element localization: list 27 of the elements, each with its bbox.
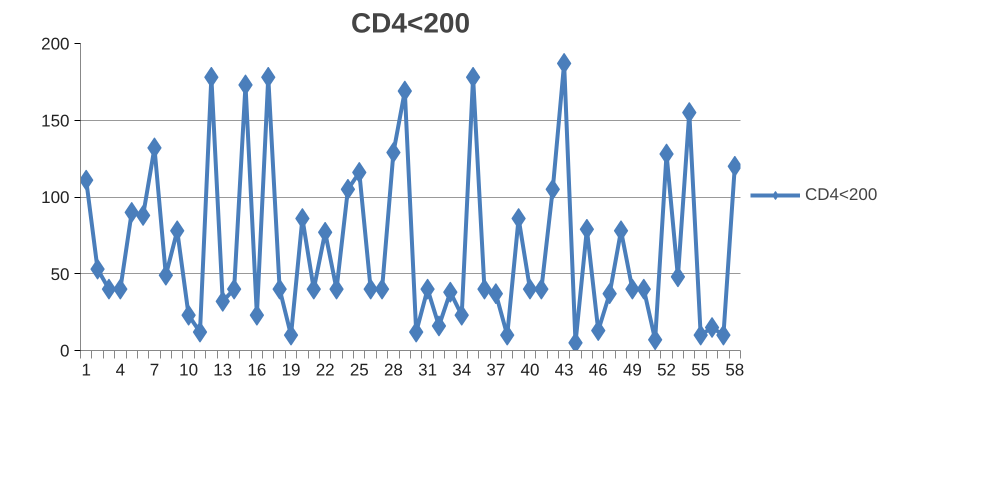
x-tick-label: 31 <box>418 360 438 380</box>
x-tick-label: 34 <box>452 360 472 380</box>
chart-title: CD4<200 <box>350 8 470 38</box>
y-tick-label: 200 <box>41 34 70 54</box>
x-tick-label: 22 <box>316 360 335 380</box>
x-tick-label: 52 <box>657 360 676 380</box>
x-tick-label: 49 <box>622 360 642 380</box>
x-tick-label: 43 <box>554 360 574 380</box>
x-tick-label: 19 <box>282 360 300 380</box>
x-tick-label: 25 <box>350 360 369 380</box>
x-tick-label: 1 <box>81 360 91 380</box>
legend-label: CD4<200 <box>805 185 878 205</box>
x-tick-label: 7 <box>150 360 160 380</box>
x-tick-label: 10 <box>179 360 198 380</box>
x-tick-label: 37 <box>486 360 506 380</box>
x-tick-label: 4 <box>116 360 126 380</box>
x-tick-label: 58 <box>725 360 744 380</box>
x-tick-label: 55 <box>691 360 710 380</box>
x-tick-label: 13 <box>213 360 232 380</box>
x-tick-label: 46 <box>588 360 608 380</box>
x-tick-label: 40 <box>520 360 540 380</box>
y-tick-label: 0 <box>60 342 70 360</box>
y-tick-label: 150 <box>41 111 70 130</box>
x-tick-label: 28 <box>384 360 403 380</box>
x-tick-label: 16 <box>247 360 266 380</box>
y-tick-label: 50 <box>50 264 70 284</box>
y-tick-label: 100 <box>41 188 70 207</box>
